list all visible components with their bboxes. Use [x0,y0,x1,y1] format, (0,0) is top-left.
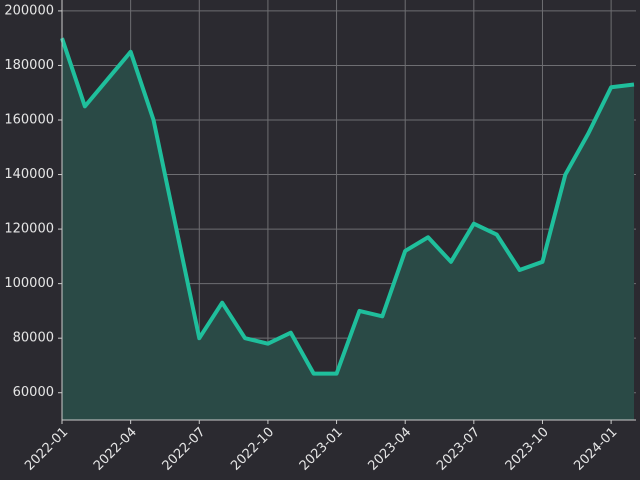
x-tick-label: 2023-01 [297,425,346,474]
x-tick-label: 2022-07 [160,425,209,474]
y-tick-label: 100000 [4,276,54,291]
y-tick-label: 180000 [4,58,54,73]
y-tick-label: 80000 [13,331,54,346]
x-tick-label: 2022-10 [228,425,277,474]
y-tick-label: 60000 [13,385,54,400]
y-tick-label: 120000 [4,222,54,237]
x-tick-label: 2023-10 [503,425,552,474]
y-tick-label: 200000 [4,3,54,18]
x-tick-label: 2023-04 [365,425,414,474]
x-tick-label: 2024-01 [571,425,620,474]
line [60,37,635,376]
x-tick-label: 2022-04 [91,425,140,474]
y-tick-label: 160000 [4,113,54,128]
x-tick-label: 2023-07 [434,425,483,474]
area [62,38,634,420]
x-tick-label: 2022-01 [22,425,71,474]
y-tick-label: 140000 [4,167,54,182]
